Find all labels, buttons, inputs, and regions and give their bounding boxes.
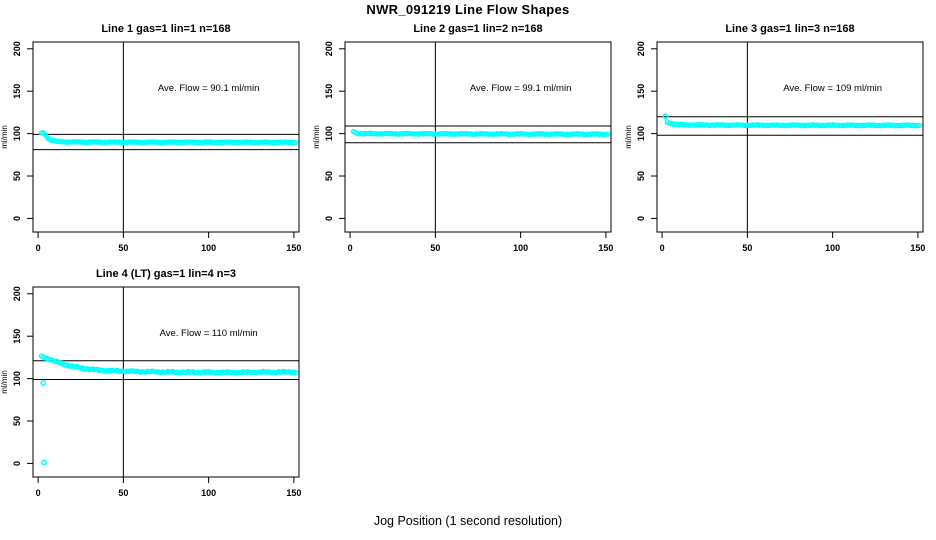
ave-flow-annotation: Ave. Flow = 110 ml/min [160,328,258,339]
ave-flow-annotation: Ave. Flow = 90.1 ml/min [158,83,259,94]
data-point [292,369,299,376]
data-point [916,122,923,129]
y-tick-label: 50 [12,171,22,181]
y-tick-label: 100 [636,126,646,141]
y-tick-label: 0 [636,216,646,221]
plot-box [32,286,300,478]
x-tick-label: 100 [201,243,216,253]
data-points [350,128,611,138]
y-tick-label: 50 [12,416,22,426]
y-axis-unit-label: ml/min [624,125,633,149]
x-tick-label: 0 [36,243,41,253]
plot-box [344,41,612,233]
y-tick-label: 200 [12,41,22,56]
subplot-2: Line 2 gas=1 lin=2 n=168 0 50 100 150 200 0 50 1… [312,23,613,253]
y-axis-unit-label: ml/min [0,125,9,149]
y-tick-label: 0 [12,216,22,221]
x-tick-label: 50 [430,243,440,253]
data-points [38,353,299,466]
x-axis-label: Jog Position (1 second resolution) [373,514,563,528]
outlier-point [40,379,47,386]
subplot-title: Line 1 gas=1 lin=1 n=168 [101,23,230,35]
x-tick-label: 50 [118,243,128,253]
x-tick-label: 50 [118,488,128,498]
y-axis-unit-label: ml/min [0,370,9,394]
x-tick-label: 150 [598,243,613,253]
data-point [604,131,611,137]
subplot-4: Line 4 (LT) gas=1 lin=4 n=3 0 50 100 150 200 0… [0,268,301,498]
plot-box [32,41,300,233]
y-tick-label: 50 [636,171,646,181]
y-tick-label: 200 [324,41,334,56]
outlier-point [662,113,669,120]
y-tick-label: 50 [324,171,334,181]
y-tick-label: 100 [12,126,22,141]
x-tick-label: 100 [825,243,840,253]
subplot-title: Line 2 gas=1 lin=2 n=168 [413,23,542,35]
y-tick-label: 0 [12,461,22,466]
subplot-1: Line 1 gas=1 lin=1 n=168 0 50 100 150 200 0 50 1… [0,23,301,253]
y-tick-label: 0 [324,216,334,221]
subplot-title: Line 3 gas=1 lin=3 n=168 [725,23,854,35]
data-point [292,139,299,145]
y-tick-label: 150 [12,329,22,344]
x-tick-label: 150 [286,243,301,253]
y-tick-label: 100 [12,371,22,386]
outlier-point [41,459,47,466]
x-tick-label: 150 [910,243,925,253]
y-tick-label: 200 [12,286,22,301]
ave-flow-annotation: Ave. Flow = 109 ml/min [783,83,882,94]
y-tick-label: 150 [12,84,22,99]
x-tick-label: 100 [201,488,216,498]
data-points [38,130,299,146]
data-points [662,113,923,129]
figure-title: NWR_091219 Line Flow Shapes [366,2,570,17]
y-tick-label: 150 [636,84,646,99]
y-tick-label: 100 [324,126,334,141]
subplot-3: Line 3 gas=1 lin=3 n=168 0 50 100 150 200 0 50 1… [624,23,925,253]
x-tick-label: 50 [742,243,752,253]
x-tick-label: 0 [660,243,665,253]
x-tick-label: 100 [513,243,528,253]
ave-flow-annotation: Ave. Flow = 99.1 ml/min [470,83,571,94]
x-tick-label: 0 [36,488,41,498]
x-tick-label: 0 [348,243,353,253]
subplot-title: Line 4 (LT) gas=1 lin=4 n=3 [96,268,236,280]
y-tick-label: 200 [636,41,646,56]
x-tick-label: 150 [286,488,301,498]
y-axis-unit-label: ml/min [312,125,321,149]
plot-box [656,41,924,233]
y-tick-label: 150 [324,84,334,99]
